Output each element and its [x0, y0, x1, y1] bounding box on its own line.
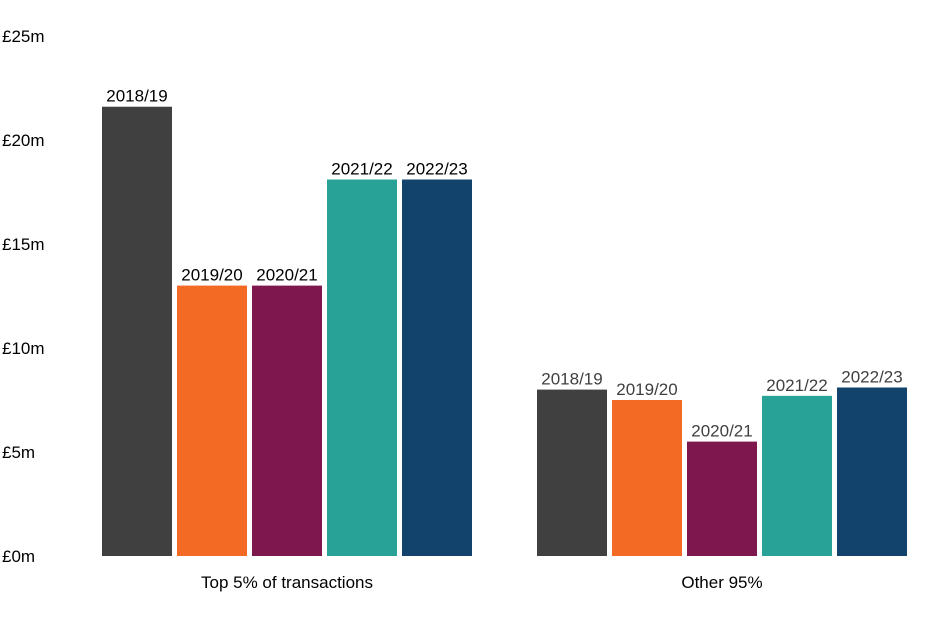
y-tick-label: £25m — [2, 27, 45, 46]
x-category-label: Other 95% — [681, 573, 762, 592]
y-axis: £0m £5m £10m £15m £20m £25m — [2, 27, 45, 566]
bar — [252, 285, 322, 556]
bar — [327, 179, 397, 556]
x-category-label: Top 5% of transactions — [201, 573, 373, 592]
bar-data-label: 2018/19 — [106, 87, 167, 106]
bar — [177, 285, 247, 556]
bar — [402, 179, 472, 556]
bar — [612, 400, 682, 556]
bar — [762, 395, 832, 556]
bar-data-label: 2019/20 — [181, 266, 242, 285]
y-tick-label: £0m — [2, 547, 35, 566]
bar-data-label: 2018/19 — [541, 370, 602, 389]
bar — [102, 106, 172, 556]
bar — [687, 441, 757, 556]
x-axis: Top 5% of transactions Other 95% — [201, 573, 763, 592]
bar — [537, 389, 607, 556]
bar-data-label: 2022/23 — [406, 160, 467, 179]
bar-data-label: 2020/21 — [691, 422, 752, 441]
bar-data-label: 2019/20 — [616, 380, 677, 399]
bar-data-label: 2021/22 — [331, 160, 392, 179]
bar-group: 2018/19 2019/20 2020/21 2021/22 2022/23 — [537, 368, 907, 556]
y-tick-label: £10m — [2, 339, 45, 358]
bar-data-label: 2020/21 — [256, 266, 317, 285]
y-tick-label: £15m — [2, 235, 45, 254]
y-tick-label: £20m — [2, 131, 45, 150]
bar-group: 2018/19 2019/20 2020/21 2021/22 2022/23 — [102, 87, 472, 556]
y-tick-label: £5m — [2, 443, 35, 462]
bar — [837, 387, 907, 556]
bar-data-label: 2022/23 — [841, 368, 902, 387]
bar-data-label: 2021/22 — [766, 376, 827, 395]
